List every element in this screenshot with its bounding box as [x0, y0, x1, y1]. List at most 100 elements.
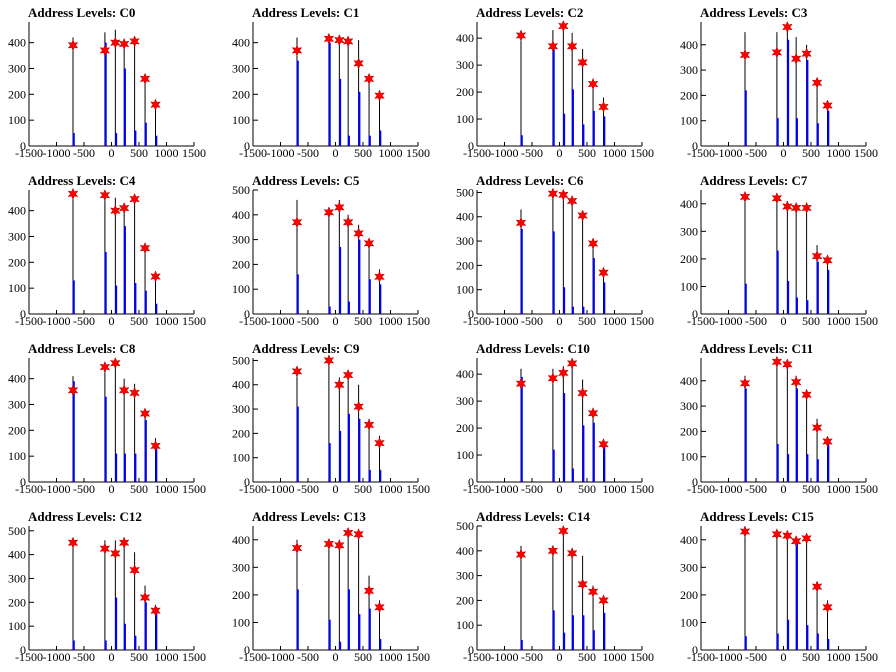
peak-marker: [598, 266, 609, 279]
peak-marker: [811, 421, 823, 434]
chart-title: Address Levels: C3: [700, 5, 808, 20]
x-tick-label: 1000: [827, 482, 851, 496]
peak-marker: [577, 578, 588, 591]
peak-marker: [342, 526, 354, 540]
x-tick-label: -500: [73, 314, 95, 328]
peak-marker: [739, 48, 751, 62]
x-tick-label: 1500: [854, 650, 878, 664]
x-tick-label: 1500: [630, 482, 654, 496]
peak-marker: [790, 52, 802, 65]
x-tick-label: 0: [557, 314, 563, 328]
chart-panel: Address Levels: C1 0 100 200 300 400 -1500 -100…: [224, 0, 448, 168]
peak-marker: [739, 525, 751, 538]
x-tick-label: -1500: [687, 146, 715, 160]
x-tick-label: -1000: [715, 650, 743, 664]
y-tick-label: 400: [8, 204, 26, 218]
y-tick-label: 300: [456, 394, 474, 408]
x-tick-label: 1500: [182, 482, 206, 496]
x-tick-label: -1500: [15, 482, 43, 496]
x-tick-label: -500: [297, 482, 319, 496]
y-tick-label: 300: [456, 234, 474, 248]
peak-marker: [782, 20, 793, 34]
chart-panel: Address Levels: C9 0 100 200 300 400 500 -1500-…: [224, 336, 448, 504]
y-tick-label: 0: [692, 643, 698, 657]
x-tick-label: -1500: [463, 314, 491, 328]
peak-marker: [577, 386, 588, 400]
peak-marker: [598, 438, 609, 451]
chart-panel: Address Levels: C3 0 100 200 300 400 -1500 -100…: [672, 0, 896, 168]
y-tick-label: 500: [232, 183, 250, 197]
x-tick-label: 1000: [155, 482, 179, 496]
peak-marker: [353, 528, 364, 541]
y-tick-label: 0: [20, 475, 26, 489]
chart-panel: Address Levels: C12 0 100 200 300 400 500 -1500…: [0, 504, 224, 672]
x-tick-label: 1500: [854, 146, 878, 160]
y-tick-label: 200: [8, 255, 26, 269]
chart-title: Address Levels: C9: [252, 341, 360, 356]
x-tick-label: -500: [745, 146, 767, 160]
peak-marker: [363, 72, 375, 86]
x-tick-label: -1500: [687, 482, 715, 496]
chart-svg: 0 100 200 300 400 -1500 -1000 -500 0 500 1000 1500: [8, 187, 206, 328]
x-tick-label: 1000: [603, 146, 627, 160]
peak-marker: [566, 40, 578, 53]
chart-panel: Address Levels: C14 0 100 200 300 400 500 -1500…: [448, 504, 672, 672]
peak-marker: [558, 366, 569, 380]
x-tick-label: 0: [557, 482, 563, 496]
x-tick-label: 1500: [630, 146, 654, 160]
peak-marker: [558, 19, 569, 33]
x-tick-label: -1500: [687, 650, 715, 664]
chart-title: Address Levels: C6: [476, 173, 584, 188]
y-tick-label: 100: [232, 615, 250, 629]
peak-marker: [110, 356, 121, 370]
peak-marker: [334, 33, 345, 47]
y-tick-label: 100: [8, 113, 26, 127]
x-tick-label: 1000: [379, 146, 403, 160]
y-tick-label: 300: [680, 63, 698, 77]
peak-marker: [822, 99, 833, 112]
chart-panel: Address Levels: C8 0 100 200 300 400 -1500 -100…: [0, 336, 224, 504]
y-tick-label: 500: [232, 353, 250, 367]
peak-marker: [323, 537, 335, 551]
y-tick-label: 400: [456, 367, 474, 381]
y-tick-label: 100: [456, 448, 474, 462]
y-tick-label: 200: [456, 258, 474, 272]
x-tick-label: -1500: [15, 146, 43, 160]
peak-marker: [790, 201, 802, 215]
y-tick-label: 300: [8, 571, 26, 585]
chart-panel: Address Levels: C6 0 100 200 300 400 500 -1500-…: [448, 168, 672, 336]
chart-title: Address Levels: C15: [700, 509, 814, 524]
y-tick-label: 200: [680, 424, 698, 438]
y-tick-label: 300: [8, 398, 26, 412]
peak-marker: [139, 241, 151, 255]
x-tick-label: -1000: [43, 650, 71, 664]
x-tick-label: 1000: [603, 482, 627, 496]
peak-marker: [67, 39, 79, 52]
x-tick-label: 1000: [155, 650, 179, 664]
chart-svg: 0 100 200 300 400 -1500 -1000 -500 0 500 1000 1500: [456, 357, 654, 496]
chart-svg: 0 100 200 300 400 -1500 -1000 -500 0 500 1000 1500: [680, 190, 878, 328]
chart-title: Address Levels: C13: [252, 509, 366, 524]
x-tick-label: 0: [333, 650, 339, 664]
peak-marker: [801, 532, 812, 545]
x-tick-label: 1000: [155, 314, 179, 328]
peak-marker: [110, 547, 121, 560]
x-tick-label: 500: [130, 650, 148, 664]
x-tick-label: -500: [745, 314, 767, 328]
peak-marker: [374, 601, 385, 614]
x-tick-label: -500: [73, 146, 95, 160]
y-tick-label: 0: [468, 475, 474, 489]
chart-title: Address Levels: C0: [28, 5, 136, 20]
chart-panel: Address Levels: C2 0 100 200 300 400 -1500 -100…: [448, 0, 672, 168]
peak-marker: [577, 209, 588, 222]
x-tick-label: -1000: [491, 314, 519, 328]
x-tick-label: -500: [521, 482, 543, 496]
y-tick-label: 0: [692, 139, 698, 153]
x-tick-label: -1000: [43, 482, 71, 496]
x-tick-label: -1500: [239, 146, 267, 160]
peak-marker: [547, 544, 559, 557]
y-tick-label: 200: [456, 85, 474, 99]
x-tick-label: -500: [745, 482, 767, 496]
peak-marker: [139, 591, 151, 604]
